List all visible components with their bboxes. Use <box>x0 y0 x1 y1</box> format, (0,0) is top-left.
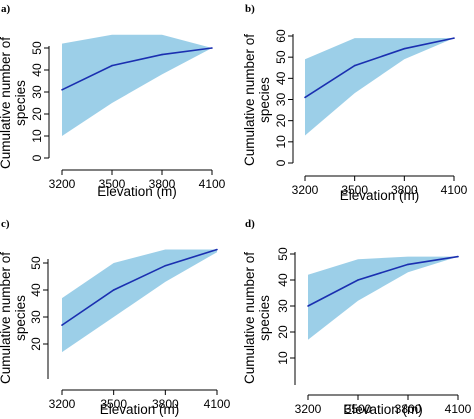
x-tick-label: 4100 <box>441 183 468 197</box>
x-tick-label: 4100 <box>204 397 231 411</box>
confidence-band <box>308 256 458 340</box>
data-point <box>453 37 455 39</box>
confidence-band <box>305 38 454 136</box>
data-point <box>304 96 306 99</box>
y-tick-label: 30 <box>274 93 288 107</box>
data-point <box>211 47 213 49</box>
x-axis-label: Elevation (m) <box>97 184 177 199</box>
x-tick-label: 3200 <box>49 177 76 191</box>
data-point <box>161 53 163 56</box>
y-tick-label: 0 <box>30 154 44 161</box>
x-tick-label: 3800 <box>152 397 179 411</box>
chart-panel: b) 0 10 20 30 40 50 60 3200 3500 3800 4100 Elevation… <box>242 3 468 203</box>
x-tick-label: 3200 <box>295 402 322 416</box>
y-tick-label: 30 <box>30 85 44 99</box>
data-point <box>112 289 115 291</box>
x-axis-label: Elevation (m) <box>100 402 180 417</box>
y-tick-label: 60 <box>274 29 288 43</box>
y-axis-label: Cumulative number ofspecies <box>0 37 28 169</box>
y-axis-label-line: species <box>257 295 272 341</box>
data-point <box>111 64 113 67</box>
series-line <box>61 248 218 326</box>
y-tick-label: 40 <box>30 63 44 77</box>
x-tick-label: 4100 <box>445 402 472 416</box>
panel-label: d) <box>245 218 255 230</box>
y-axis-label-line: species <box>13 295 28 341</box>
panel-label: c) <box>1 218 10 230</box>
y-tick-label: 20 <box>29 337 43 351</box>
x-tick-label: 3200 <box>49 397 76 411</box>
y-tick-label: 50 <box>274 50 288 64</box>
chart-panel: c) 20 30 40 50 3200 3500 3800 4100 Elevation (m) C… <box>0 218 231 417</box>
y-axis-label: Cumulative number ofspecies <box>242 34 272 166</box>
data-point <box>216 248 218 251</box>
confidence-band <box>62 249 217 353</box>
data-point <box>61 89 63 91</box>
y-tick-label: 40 <box>276 273 290 287</box>
y-axis-label-line: Cumulative number of <box>0 252 13 384</box>
x-tick-label: 3800 <box>149 177 176 191</box>
x-tick-label: 3500 <box>99 177 126 191</box>
y-axis-label-line: species <box>13 80 28 126</box>
y-tick-label: 10 <box>276 351 290 365</box>
y-axis-label: Cumulative number ofspecies <box>242 252 272 384</box>
chart-panel: a) 0 10 20 30 40 50 3200 3500 3800 4100 Elevation (… <box>0 3 226 199</box>
x-tick-label: 3500 <box>341 183 368 197</box>
x-tick-label: 3800 <box>395 402 422 416</box>
x-tick-label: 4100 <box>199 177 226 191</box>
x-axis-label: Elevation (m) <box>343 402 423 417</box>
x-tick-label: 3500 <box>100 397 127 411</box>
data-point <box>61 324 63 326</box>
confidence-band <box>62 34 212 136</box>
data-point <box>307 305 309 307</box>
y-tick-label: 20 <box>274 114 288 128</box>
y-axis-label-line: Cumulative number of <box>242 34 257 166</box>
y-tick-label: 50 <box>30 41 44 55</box>
y-tick-label: 10 <box>30 129 44 143</box>
y-tick-label: 0 <box>274 159 288 166</box>
y-tick-label: 20 <box>30 107 44 121</box>
x-axis-label: Elevation (m) <box>340 188 420 203</box>
data-point <box>403 47 406 50</box>
y-tick-label: 40 <box>29 283 43 297</box>
y-tick-label: 30 <box>276 299 290 313</box>
series-line <box>304 37 455 99</box>
y-axis-label: Cumulative number ofspecies <box>0 252 28 384</box>
chart-panel: d) 10 20 30 40 50 3200 3500 3800 4100 Elevation (m… <box>242 218 472 417</box>
data-point <box>164 264 167 267</box>
y-axis-label-line: Cumulative number of <box>242 252 257 384</box>
y-axis-label-line: species <box>257 77 272 123</box>
y-axis-label-line: Cumulative number of <box>0 37 13 169</box>
series-line <box>61 47 213 91</box>
y-tick-label: 30 <box>29 310 43 324</box>
y-tick-label: 10 <box>274 135 288 149</box>
panel-label: b) <box>245 3 255 15</box>
x-tick-label: 3800 <box>391 183 418 197</box>
data-point <box>357 279 359 281</box>
data-point <box>353 64 356 67</box>
y-tick-label: 40 <box>274 71 288 85</box>
data-point <box>407 263 409 266</box>
x-tick-label: 3500 <box>345 402 372 416</box>
y-tick-label: 50 <box>276 247 290 261</box>
series-line <box>307 255 459 307</box>
panel-label: a) <box>1 3 11 15</box>
x-tick-label: 3200 <box>292 183 319 197</box>
y-tick-label: 20 <box>276 325 290 339</box>
y-tick-label: 50 <box>29 256 43 270</box>
data-point <box>457 255 459 258</box>
